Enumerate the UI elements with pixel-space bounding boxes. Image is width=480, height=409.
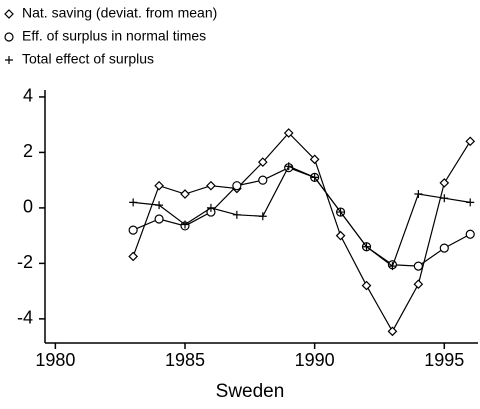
marker xyxy=(258,212,267,221)
marker xyxy=(439,178,450,188)
marker xyxy=(466,198,475,207)
marker xyxy=(388,262,397,271)
marker xyxy=(414,190,423,199)
marker xyxy=(232,210,241,219)
marker xyxy=(128,251,139,262)
marker xyxy=(335,230,346,241)
x-tick-label: 1990 xyxy=(295,350,335,370)
marker xyxy=(258,175,268,185)
legend-label: Nat. saving (deviat. from mean) xyxy=(22,5,217,21)
x-tick-label: 1980 xyxy=(35,350,75,370)
marker xyxy=(257,157,268,167)
series-line xyxy=(132,132,471,333)
marker xyxy=(440,194,449,203)
marker xyxy=(387,326,398,337)
marker xyxy=(180,189,190,199)
series-line xyxy=(132,167,471,267)
marker xyxy=(154,214,164,224)
legend-marker xyxy=(4,32,14,42)
marker xyxy=(310,173,319,182)
y-tick-label: 4 xyxy=(23,86,33,106)
marker xyxy=(206,203,215,212)
legend-marker xyxy=(4,9,14,19)
marker xyxy=(284,162,293,171)
y-tick-label: -4 xyxy=(17,308,33,328)
y-tick-label: 2 xyxy=(23,141,33,161)
marker xyxy=(439,243,449,253)
legend-label: Eff. of surplus in normal times xyxy=(22,28,206,44)
marker xyxy=(361,280,372,291)
marker xyxy=(283,128,294,138)
marker xyxy=(155,201,164,210)
marker xyxy=(154,180,164,191)
marker xyxy=(129,198,138,207)
marker xyxy=(181,220,190,229)
x-tick-label: 1985 xyxy=(165,350,205,370)
marker xyxy=(465,229,475,239)
marker xyxy=(206,180,216,191)
x-tick-label: 1995 xyxy=(424,350,464,370)
series-line xyxy=(133,165,471,268)
marker xyxy=(362,242,371,251)
marker xyxy=(413,279,424,290)
marker xyxy=(309,154,320,165)
marker xyxy=(413,261,423,271)
y-tick-label: -2 xyxy=(17,252,33,272)
marker xyxy=(336,208,345,217)
marker xyxy=(232,181,242,191)
marker xyxy=(128,225,138,235)
y-tick-label: 0 xyxy=(23,197,33,217)
x-axis-label: Sweden xyxy=(216,381,285,402)
legend-label: Total effect of surplus xyxy=(22,51,154,67)
marker xyxy=(465,136,476,147)
legend-marker xyxy=(5,56,13,64)
